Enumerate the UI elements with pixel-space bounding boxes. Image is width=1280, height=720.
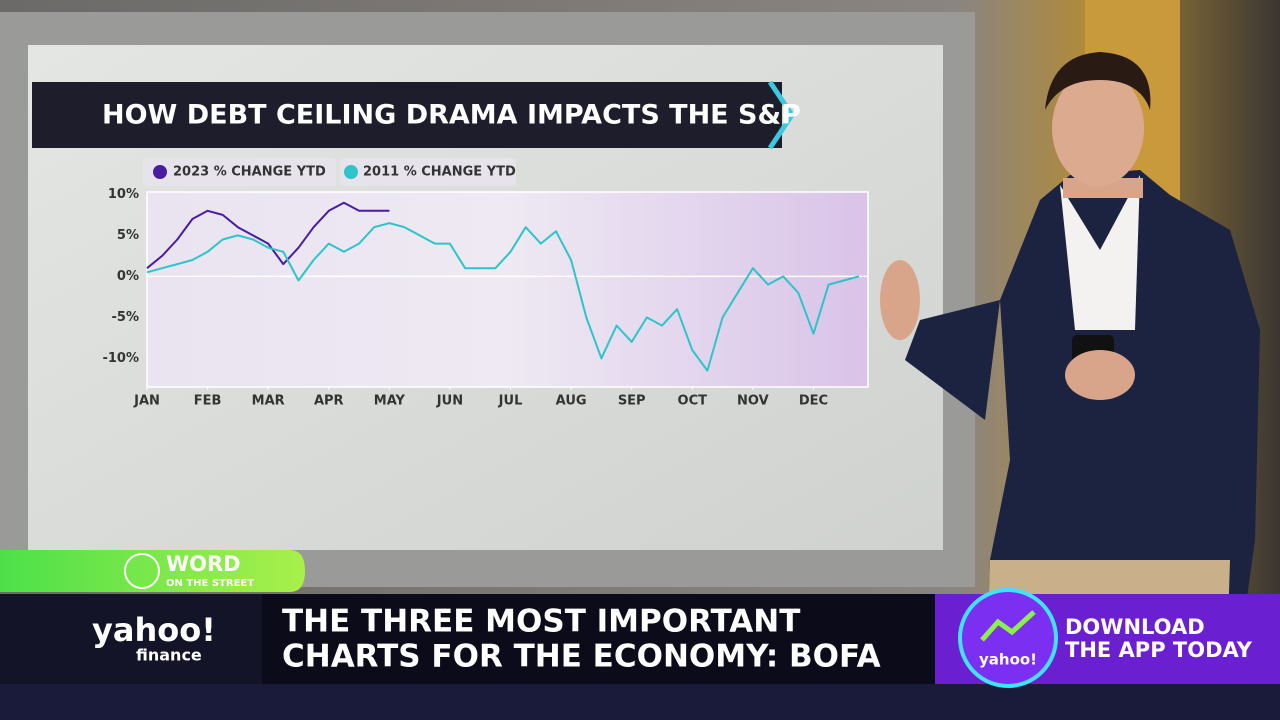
presenter-hair — [1045, 52, 1151, 110]
y-tick-label: 5% — [117, 228, 139, 243]
presenter-shirt — [1060, 175, 1140, 330]
x-tick-label: JAN — [133, 394, 160, 409]
x-tick-label: NOV — [737, 394, 769, 409]
brand-logo: yahoo! — [92, 611, 216, 649]
promo-text: DOWNLOAD — [1065, 615, 1205, 639]
tag-subtext: ON THE STREET — [166, 578, 254, 589]
y-tick-label: -5% — [112, 310, 139, 325]
legend-chip — [143, 158, 336, 186]
y-tick-label: -10% — [102, 351, 139, 366]
presenter-neck — [1063, 178, 1143, 198]
y-tick-label: 0% — [117, 269, 139, 284]
x-tick-label: APR — [314, 394, 344, 409]
legend-label: 2023 % CHANGE YTD — [173, 165, 326, 180]
series-line — [146, 201, 390, 269]
tag-text: WORD — [166, 552, 241, 576]
x-tick-label: AUG — [556, 394, 587, 409]
x-tick-label: JUL — [498, 394, 523, 409]
headline-line: THE THREE MOST IMPORTANT — [282, 604, 800, 640]
title-accent — [767, 80, 796, 150]
legend-chip — [340, 158, 516, 186]
presenter-hands — [1065, 350, 1135, 400]
bottom-strip — [0, 684, 1280, 720]
tag-banner — [0, 550, 305, 592]
presenter-face — [1052, 70, 1144, 186]
brand-subtitle: finance — [136, 646, 202, 665]
chart-title: HOW DEBT CEILING DRAMA IMPACTS THE S&P — [102, 100, 801, 131]
x-tick-label: MAY — [374, 394, 406, 409]
x-tick-label: OCT — [678, 394, 708, 409]
x-tick-label: JUN — [436, 394, 463, 409]
tag-icon — [124, 553, 160, 589]
promo-logo-chart — [980, 610, 1036, 642]
headline-line: CHARTS FOR THE ECONOMY: BOFA — [282, 639, 881, 675]
x-tick-label: SEP — [618, 394, 646, 409]
legend-swatch — [344, 165, 358, 179]
presenter-hand — [880, 260, 920, 340]
x-tick-label: FEB — [194, 394, 222, 409]
brand-block — [0, 594, 262, 684]
plot-area — [146, 191, 869, 388]
promo-logo-text: yahoo! — [979, 651, 1037, 669]
title-banner — [32, 82, 782, 148]
promo-logo-circle — [958, 588, 1058, 688]
x-tick-label: DEC — [799, 394, 828, 409]
promo-text: THE APP TODAY — [1065, 638, 1253, 662]
legend: 2023 % CHANGE YTD 2011 % CHANGE YTD — [143, 158, 516, 186]
y-tick-label: 10% — [108, 187, 139, 202]
legend-label: 2011 % CHANGE YTD — [363, 165, 516, 180]
series-line — [146, 222, 860, 372]
plot: -10% -5% 0% 5% 10% JAN FEB MAR APR MAY JUN JUL AUG SE… — [102, 187, 869, 409]
presenter-arm — [905, 300, 1000, 420]
x-tick-label: MAR — [252, 394, 285, 409]
legend-swatch — [153, 165, 167, 179]
